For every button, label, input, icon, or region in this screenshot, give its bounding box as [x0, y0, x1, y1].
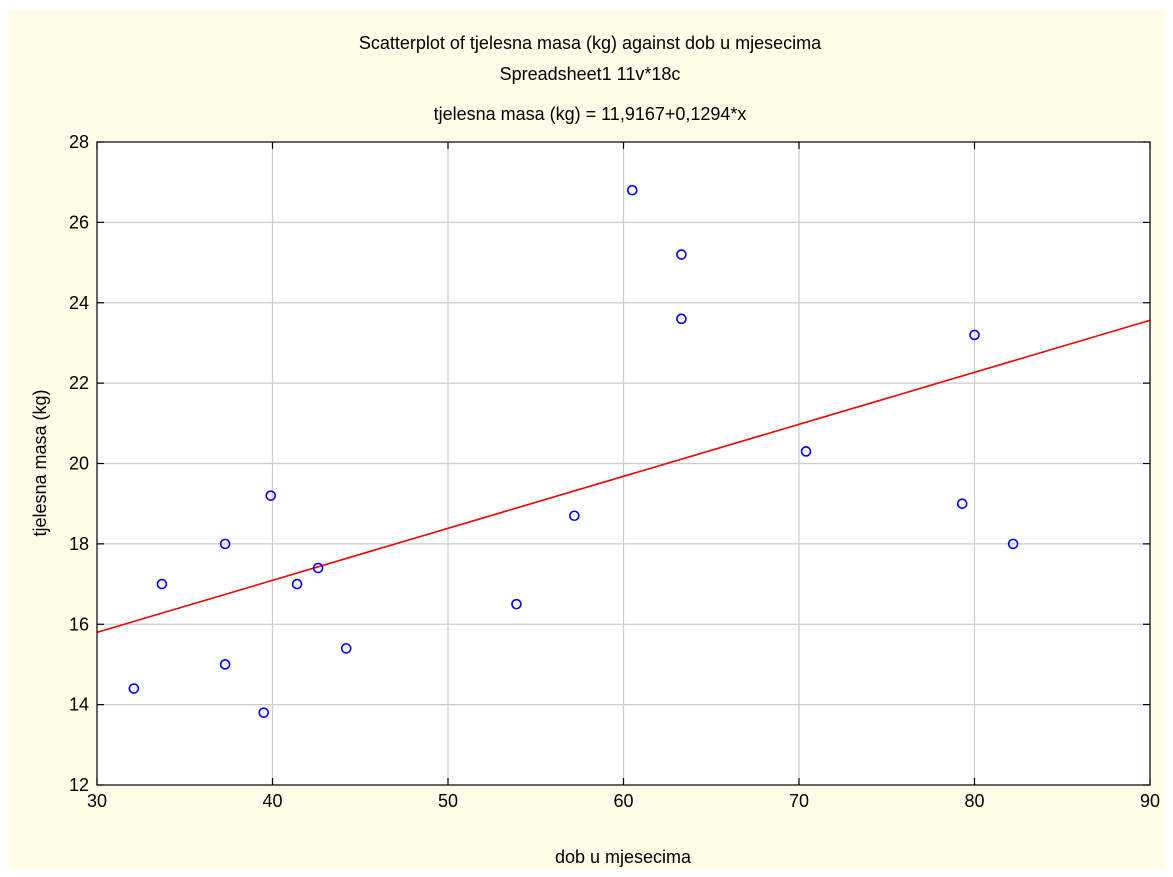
data-point [800, 446, 812, 457]
data-point [312, 562, 324, 574]
y-axis-label: tjelesna masa (kg) [30, 389, 50, 536]
x-tick-label: 60 [613, 791, 633, 811]
chart-title: Scatterplot of tjelesna masa (kg) agains… [359, 33, 822, 53]
y-tick-label: 26 [69, 212, 89, 232]
y-tick-label: 16 [69, 614, 89, 634]
y-tick-label: 12 [69, 775, 89, 795]
data-point [258, 707, 270, 718]
data-point [969, 329, 980, 341]
y-tick-label: 28 [69, 132, 89, 152]
data-point [956, 498, 968, 509]
data-point [128, 683, 140, 694]
y-tick-label: 18 [69, 534, 89, 554]
grid-lines [97, 142, 1150, 785]
regression-equation: tjelesna masa (kg) = 11,9167+0,1294*x [434, 104, 747, 124]
data-point [676, 249, 687, 260]
data-point [156, 578, 168, 590]
data-point [265, 490, 277, 501]
x-tick-label: 80 [964, 791, 984, 811]
y-tick-label: 20 [69, 454, 89, 474]
y-tick-label: 24 [69, 293, 89, 313]
x-tick-label: 70 [789, 791, 809, 811]
x-tick-label: 30 [87, 791, 107, 811]
data-point [626, 184, 638, 196]
x-tick-label: 90 [1140, 791, 1160, 811]
chart-subtitle: Spreadsheet1 11v*18c [500, 64, 681, 84]
data-points [128, 184, 1019, 718]
data-point [219, 538, 231, 550]
data-point [676, 313, 687, 325]
data-point [569, 510, 580, 522]
data-point [1007, 538, 1019, 550]
x-axis-label: dob u mjesecima [555, 847, 692, 867]
x-tick-label: 50 [438, 791, 458, 811]
data-point [511, 598, 522, 610]
data-point [291, 578, 303, 590]
axis-ticks: 30 40 50 60 70 80 90 12 14 16 18 20 22 24 26 28 [69, 132, 1160, 811]
y-tick-label: 22 [69, 373, 89, 393]
x-tick-label: 40 [262, 791, 282, 811]
regression-line [96, 319, 1151, 634]
y-tick-label: 14 [69, 695, 89, 715]
data-point [340, 643, 352, 654]
data-point [219, 659, 231, 670]
